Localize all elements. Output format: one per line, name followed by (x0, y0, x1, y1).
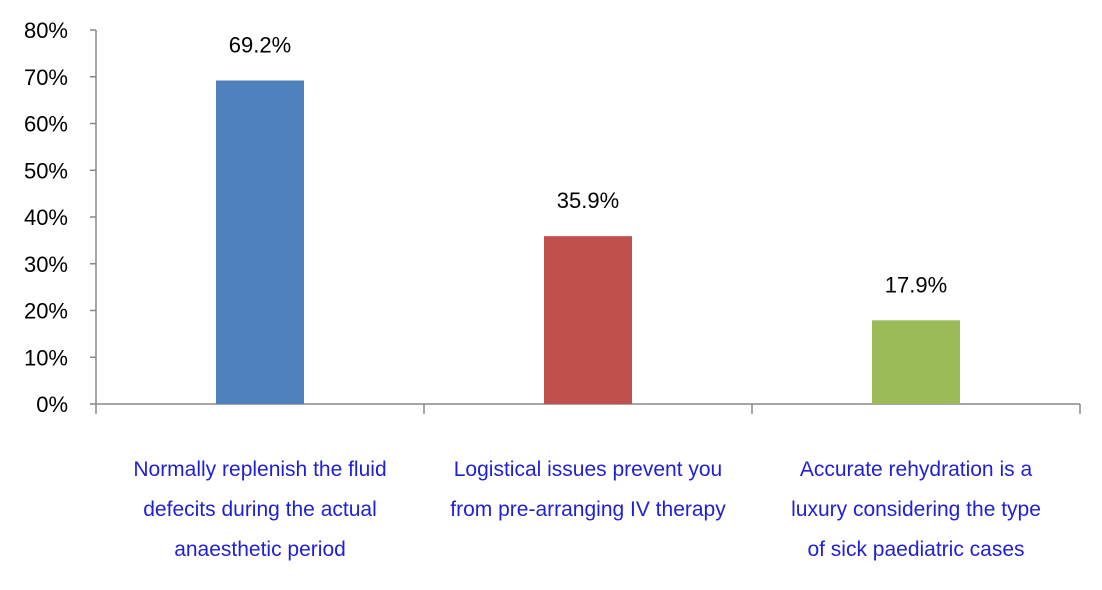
y-tick-label: 80% (24, 18, 68, 43)
y-tick-label: 50% (24, 158, 68, 183)
x-category-label-line: of sick paediatric cases (807, 538, 1024, 561)
y-tick-label: 0% (36, 392, 68, 417)
data-label: 17.9% (885, 272, 947, 297)
y-tick-label: 40% (24, 205, 68, 230)
y-tick-label: 10% (24, 345, 68, 370)
x-category-label: Normally replenish the fluid defecits dur… (133, 458, 386, 561)
y-tick-label: 30% (24, 252, 68, 277)
x-category-label-line: from pre-arranging IV therapy (450, 498, 726, 521)
x-category-label-line: Normally replenish the fluid (133, 458, 386, 481)
y-tick-label: 60% (24, 112, 68, 137)
bar (872, 320, 960, 404)
data-labels: 69.2% 35.9% 17.9% (229, 32, 947, 297)
y-tick-label: 20% (24, 299, 68, 324)
x-category-label: Accurate rehydration is a luxury consider… (791, 458, 1041, 561)
x-category-label-line: defecits during the actual (143, 498, 376, 521)
y-tick-label: 70% (24, 65, 68, 90)
category-labels: Normally replenish the fluid defecits dur… (133, 458, 1041, 561)
data-label: 69.2% (229, 32, 291, 57)
bars (216, 80, 960, 405)
x-category-label-line: Accurate rehydration is a (800, 458, 1033, 481)
axes: 0% 10% 20% 30% 40% 50% 60% 70% 80% (24, 18, 1081, 417)
data-label: 35.9% (557, 188, 619, 213)
bar (216, 80, 304, 405)
x-category-label-line: anaesthetic period (174, 538, 346, 561)
x-category-label: Logistical issues prevent you from pre-ar… (450, 458, 726, 521)
bar (544, 236, 632, 404)
x-category-label-line: luxury considering the type (791, 498, 1041, 521)
x-category-label-line: Logistical issues prevent you (454, 458, 722, 481)
